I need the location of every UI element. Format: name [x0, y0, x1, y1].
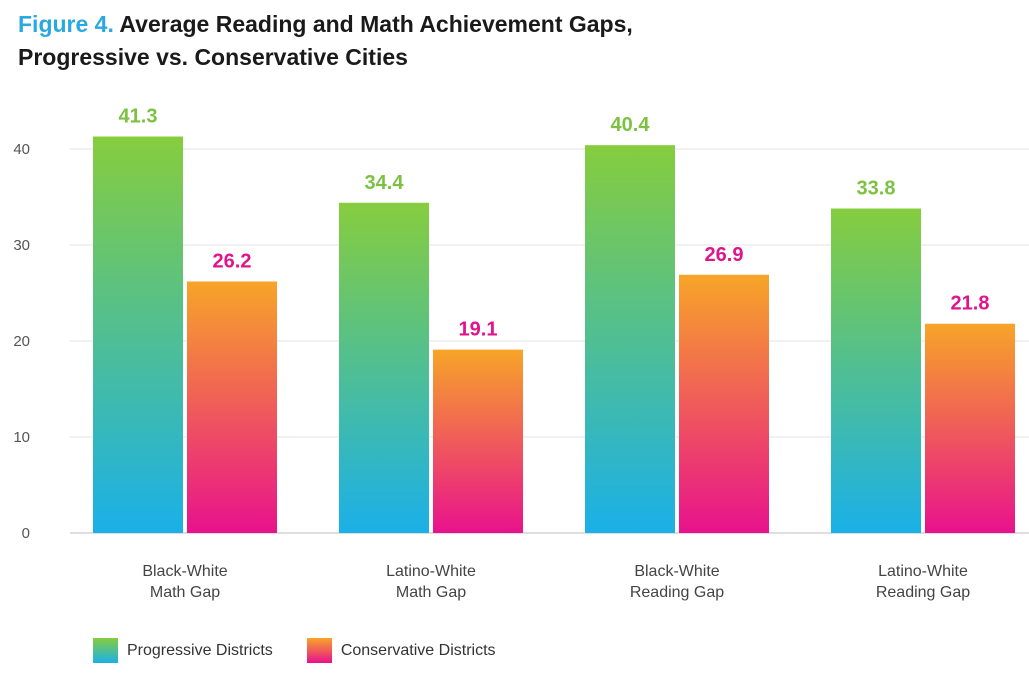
bars [93, 136, 1015, 533]
legend-label-conservative: Conservative Districts [340, 641, 496, 659]
bar-conservative-3[interactable] [679, 274, 769, 533]
y-tick-label: 40 [13, 141, 30, 158]
y-tick-label: 20 [13, 333, 30, 350]
y-tick-label: 0 [22, 525, 30, 542]
title-line-2: Progressive vs. Conservative Cities [18, 44, 408, 70]
bar-conservative-4[interactable] [925, 323, 1015, 533]
legend-item-conservative[interactable]: Conservative Districts [306, 638, 496, 663]
bar-progressive-2[interactable] [339, 202, 429, 533]
x-tick-label-2: Latino-White Math Gap [386, 563, 476, 601]
legend-item-progressive[interactable]: Progressive Districts [93, 638, 273, 663]
data-labels: 41.3 26.2 34.4 19.1 40.4 26.9 33.8 21.8 [119, 106, 990, 341]
bar-progressive-1[interactable] [93, 136, 183, 533]
legend-label-progressive: Progressive Districts [127, 641, 273, 659]
y-axis: 0 10 20 30 40 [13, 141, 30, 542]
x-tick-label-4: Latino-White Reading Gap [876, 563, 970, 601]
x-tick-label-1: Black-White Math Gap [142, 563, 227, 601]
title-line-1: Average Reading and Math Achievement Gap… [119, 11, 633, 37]
x-tick-label-3: Black-White Reading Gap [630, 563, 724, 601]
legend: Progressive Districts Conservative Distr… [93, 638, 530, 663]
figure-label: Figure 4. [18, 11, 114, 37]
chart-title: Figure 4. Average Reading and Math Achie… [18, 8, 633, 74]
bar-progressive-4[interactable] [831, 208, 921, 533]
data-label-progressive-4: 33.8 [857, 178, 896, 200]
data-label-conservative-2: 19.1 [459, 319, 498, 341]
data-label-conservative-1: 26.2 [213, 250, 252, 272]
legend-swatch-conservative [306, 638, 332, 663]
data-label-conservative-4: 21.8 [951, 293, 990, 315]
data-label-progressive-1: 41.3 [119, 106, 158, 128]
bar-progressive-3[interactable] [585, 145, 675, 533]
y-tick-label: 10 [13, 429, 30, 446]
y-tick-label: 30 [13, 237, 30, 254]
x-axis: Black-White Math Gap Latino-White Math Gap B… [142, 563, 970, 601]
bar-conservative-1[interactable] [187, 281, 277, 533]
data-label-conservative-3: 26.9 [705, 244, 744, 266]
data-label-progressive-2: 34.4 [365, 172, 405, 194]
legend-swatch-progressive [93, 638, 118, 663]
data-label-progressive-3: 40.4 [611, 114, 651, 136]
bar-conservative-2[interactable] [433, 349, 523, 533]
